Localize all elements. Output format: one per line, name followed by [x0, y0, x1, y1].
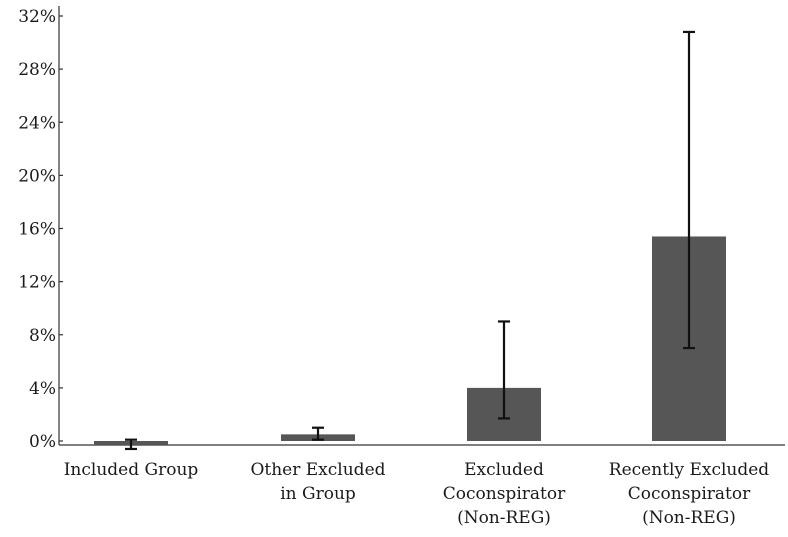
y-tick-label: 20% — [18, 166, 56, 186]
y-tick-label: 16% — [18, 220, 56, 240]
y-tick-label: 0% — [29, 432, 56, 452]
y-tick-label: 24% — [18, 113, 56, 133]
category-labels: Included Group Other Excluded in Group Excl… — [64, 460, 770, 528]
bar-series — [94, 236, 726, 445]
category-label: in Group — [280, 484, 356, 504]
category-label: Other Excluded — [250, 460, 385, 480]
error-bar-series — [125, 30, 695, 451]
category-label: Coconspirator — [443, 484, 566, 504]
y-tick-label: 12% — [18, 273, 56, 293]
y-tick-label: 28% — [18, 60, 56, 80]
category-label: Coconspirator — [628, 484, 751, 504]
category-label: (Non-REG) — [642, 508, 736, 528]
category-label: Included Group — [64, 460, 199, 480]
y-tick-label: 4% — [29, 379, 56, 399]
y-tick-label: 8% — [29, 326, 56, 346]
y-tick-label: 32% — [18, 7, 56, 27]
category-label: Recently Excluded — [609, 460, 770, 480]
y-axis-ticks: 0% 4% 8% 12% 16% 20% 24% 28% 32% — [18, 7, 63, 452]
category-label: Excluded — [464, 460, 544, 480]
category-label: (Non-REG) — [457, 508, 551, 528]
